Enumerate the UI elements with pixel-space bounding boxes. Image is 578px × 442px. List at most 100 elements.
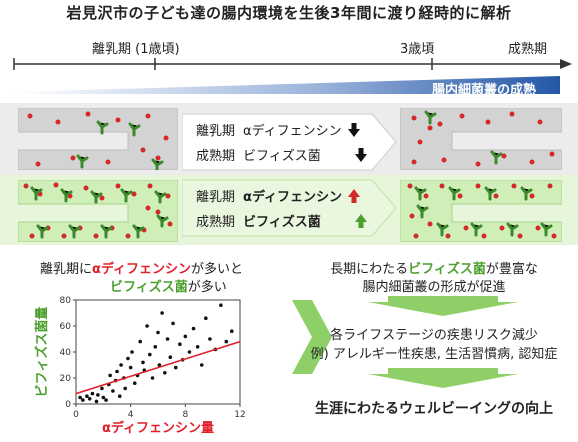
- gut-left-bottom: [18, 180, 178, 242]
- right-flow-line1: 長期にわたるビフィズス菌が豊富な: [290, 258, 578, 277]
- gut-left-top: [18, 108, 178, 170]
- compare-bottom-row2-sub: ビフィズス菌: [243, 215, 321, 230]
- scatter-point: [78, 395, 82, 400]
- scatter-point: [204, 316, 208, 320]
- x-tick-label: 4: [128, 410, 134, 420]
- scatter-point: [115, 369, 119, 374]
- scatter-point: [108, 373, 112, 378]
- scatter-chart: 0 4 8 12 0 20 40 60 80 αディフェンシン量 ビフィズス菌量: [34, 296, 246, 436]
- scatter-point: [101, 395, 106, 400]
- left-note-line2-b: が多い: [187, 280, 227, 295]
- compare-arrows-bg: [182, 113, 397, 237]
- scatter-point: [126, 356, 130, 361]
- scatter-point: [148, 352, 152, 357]
- compare-top-row2-name: 成熟期: [196, 149, 236, 164]
- y-axis-label: ビフィズス菌量: [34, 307, 50, 398]
- y-tick-label: 40: [60, 348, 72, 358]
- compare-bottom-row1-sub: αディフェンシン: [243, 190, 343, 205]
- left-note-line1-a: 離乳期に: [40, 262, 93, 277]
- right-flow-line5: 生涯にわたるウェルビーイングの向上: [315, 401, 553, 417]
- x-tick-label: 12: [234, 410, 245, 420]
- scatter-point: [145, 324, 149, 328]
- compare-top-row1: 離乳期 αディフェンシン: [196, 120, 382, 139]
- compare-bottom-row2: 成熟期 ビフィズス菌: [196, 211, 382, 230]
- maturation-banner-label: 腸内細菌叢の成熟: [432, 83, 537, 98]
- scatter-point: [195, 345, 200, 349]
- timeline-weaning-label: 離乳期 (1歳頃): [92, 42, 180, 57]
- page-title: 岩見沢市の子ども達の腸内環境を生後3年間に渡り経時的に解析: [66, 4, 512, 22]
- left-note-line1-b: αディフェンシン: [92, 262, 192, 277]
- scatter-point: [208, 337, 212, 341]
- scatter-points: [78, 303, 234, 404]
- timeline-mature-label: 成熟期: [508, 42, 548, 57]
- timeline-age3-label: 3歳頃: [400, 42, 435, 57]
- right-flow-line3: 各ライフステージの疾患リスク減少: [330, 328, 538, 343]
- compare-top: 離乳期 αディフェンシン 成熟期 ビフィズス菌: [182, 114, 382, 170]
- timeline-axis: [13, 58, 572, 70]
- left-note-line1-c: が多いと: [191, 262, 244, 277]
- scatter-point: [94, 399, 99, 404]
- scatter-point: [85, 394, 89, 398]
- scatter-point: [96, 393, 100, 397]
- flow-down-arrow-icon: [368, 368, 518, 388]
- up-arrow-icon: [348, 188, 361, 203]
- compare-top-row2-sub: ビフィズス菌: [243, 149, 321, 164]
- scatter-point: [153, 345, 158, 349]
- x-axis-label: αディフェンシン量: [102, 420, 214, 436]
- scatter-point: [132, 381, 137, 385]
- maturation-banner: [14, 76, 560, 94]
- y-tick-label: 80: [60, 296, 72, 306]
- scatter-point: [128, 365, 133, 370]
- down-arrow-icon: [347, 122, 360, 137]
- scatter-point: [163, 371, 167, 375]
- y-tick-label: 20: [60, 374, 72, 384]
- right-flow-line1-c: が豊富な: [485, 262, 538, 277]
- scatter-point: [178, 342, 182, 346]
- scatter-point: [199, 363, 204, 367]
- scatter-point: [117, 394, 122, 398]
- scatter-point: [111, 389, 115, 393]
- scatter-point: [230, 329, 234, 333]
- compare-top-row1-sub: αディフェンシン: [243, 124, 342, 139]
- scatter-point: [104, 398, 108, 402]
- scatter-point: [191, 326, 196, 331]
- scatter-axes: 0 4 8 12 0 20 40 60 80: [60, 296, 246, 420]
- x-tick-label: 8: [182, 410, 188, 420]
- scatter-point: [150, 376, 155, 380]
- trend-line: [75, 340, 241, 395]
- scatter-point: [219, 303, 223, 307]
- scatter-point: [138, 339, 143, 344]
- y-tick-label: 0: [65, 400, 71, 410]
- scatter-point: [157, 363, 162, 367]
- scatter-point: [87, 397, 92, 401]
- right-flow-line1-a: 長期にわたる: [330, 262, 409, 277]
- right-flow-line4: 例) アレルギー性疾患, 生活習慣病, 認知症: [310, 347, 558, 362]
- scatter-point: [168, 355, 173, 359]
- gut-right-top: [400, 108, 562, 170]
- x-tick-label: 0: [73, 410, 79, 420]
- scatter-point: [141, 360, 145, 365]
- scatter-labels: αディフェンシン量 ビフィズス菌量: [34, 307, 214, 436]
- scatter-point: [81, 398, 85, 402]
- compare-top-row1-name: 離乳期: [196, 124, 236, 139]
- gut-right-bottom: [400, 180, 562, 242]
- left-note-line1: 離乳期にαディフェンシンが多いと: [40, 258, 243, 277]
- down-arrow-icon: [354, 147, 367, 162]
- scatter-point: [130, 350, 134, 354]
- flow-down-arrow-icon: [368, 296, 518, 316]
- scatter-point: [224, 339, 229, 344]
- scatter-point: [187, 350, 192, 354]
- scatter-point: [119, 363, 123, 367]
- scatter-point: [173, 365, 178, 370]
- scatter-point: [160, 311, 164, 315]
- scatter-point: [156, 330, 160, 335]
- compare-bottom-row1: 離乳期 αディフェンシン: [196, 186, 382, 205]
- scatter-point: [171, 321, 175, 326]
- scatter-point: [90, 391, 95, 396]
- scatter-trendline: [75, 340, 241, 395]
- big-right-arrow-icon: [292, 300, 332, 374]
- scatter-point: [183, 334, 188, 339]
- up-arrow-icon: [354, 213, 367, 228]
- compare-top-row2: 成熟期 ビフィズス菌: [196, 145, 382, 164]
- compare-bottom-row2-name: 成熟期: [196, 215, 236, 230]
